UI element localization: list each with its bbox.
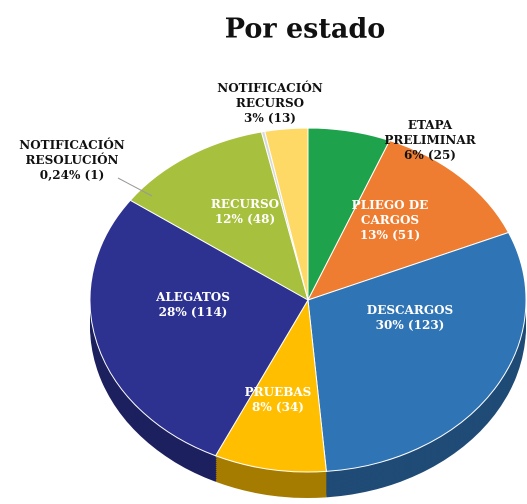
category-label: RECURSO [210,197,280,211]
value-label: 0,24% (1) [39,167,105,182]
slice [307,231,527,472]
value-label: 6% (25) [404,147,456,162]
category-label: DESCARGOS [366,303,454,317]
label-box: PLIEGO DE CARGOS 13% (51) [340,192,440,248]
label-box: DESCARGOS 30% (123) [355,290,465,346]
label-box: ETAPA PRELIMINAR 6% (25) [375,112,485,168]
category-label: ALEGATOS [156,290,230,304]
slice [214,298,327,473]
slice [89,199,309,457]
label-box: ALEGATOS 28% (114) [143,277,243,333]
category-label: NOTIFICACIÓN RESOLUCIÓN [19,137,125,167]
label-box: RECURSO 12% (48) [200,184,290,240]
value-label: 3% (13) [244,110,296,125]
chart-title: Por estado [225,14,385,45]
value-label: 13% (51) [359,227,421,242]
category-label: NOTIFICACIÓN RECURSO [217,80,323,110]
leader-line [117,177,153,197]
label-box: NOTIFICACIÓN RESOLUCIÓN 0,24% (1) [7,132,137,188]
category-label: PLIEGO DE CARGOS [351,197,429,227]
category-label: PRUEBAS [244,385,312,399]
value-label: 28% (114) [158,305,228,319]
value-label: 12% (48) [214,212,276,226]
value-label: 30% (123) [375,318,445,332]
slice [264,127,309,301]
category-label: ETAPA PRELIMINAR [384,117,476,147]
slice [306,139,510,301]
label-box: NOTIFICACIÓN RECURSO 3% (13) [205,75,335,131]
label-box: PRUEBAS 8% (34) [233,372,323,428]
slice [129,131,309,302]
value-label: 8% (34) [252,400,304,414]
